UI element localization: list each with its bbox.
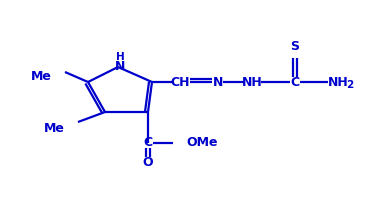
Text: O: O [143,157,153,169]
Text: C: C [144,137,152,149]
Text: NH: NH [328,75,349,89]
Text: N: N [213,75,223,89]
Text: 2: 2 [346,80,354,90]
Text: H: H [116,52,124,62]
Text: N: N [115,60,125,72]
Text: CH: CH [170,75,190,89]
Text: C: C [291,75,300,89]
Text: S: S [291,40,300,52]
Text: NH: NH [242,75,262,89]
Text: Me: Me [31,71,52,83]
Text: OMe: OMe [186,137,217,149]
Text: Me: Me [44,123,65,135]
